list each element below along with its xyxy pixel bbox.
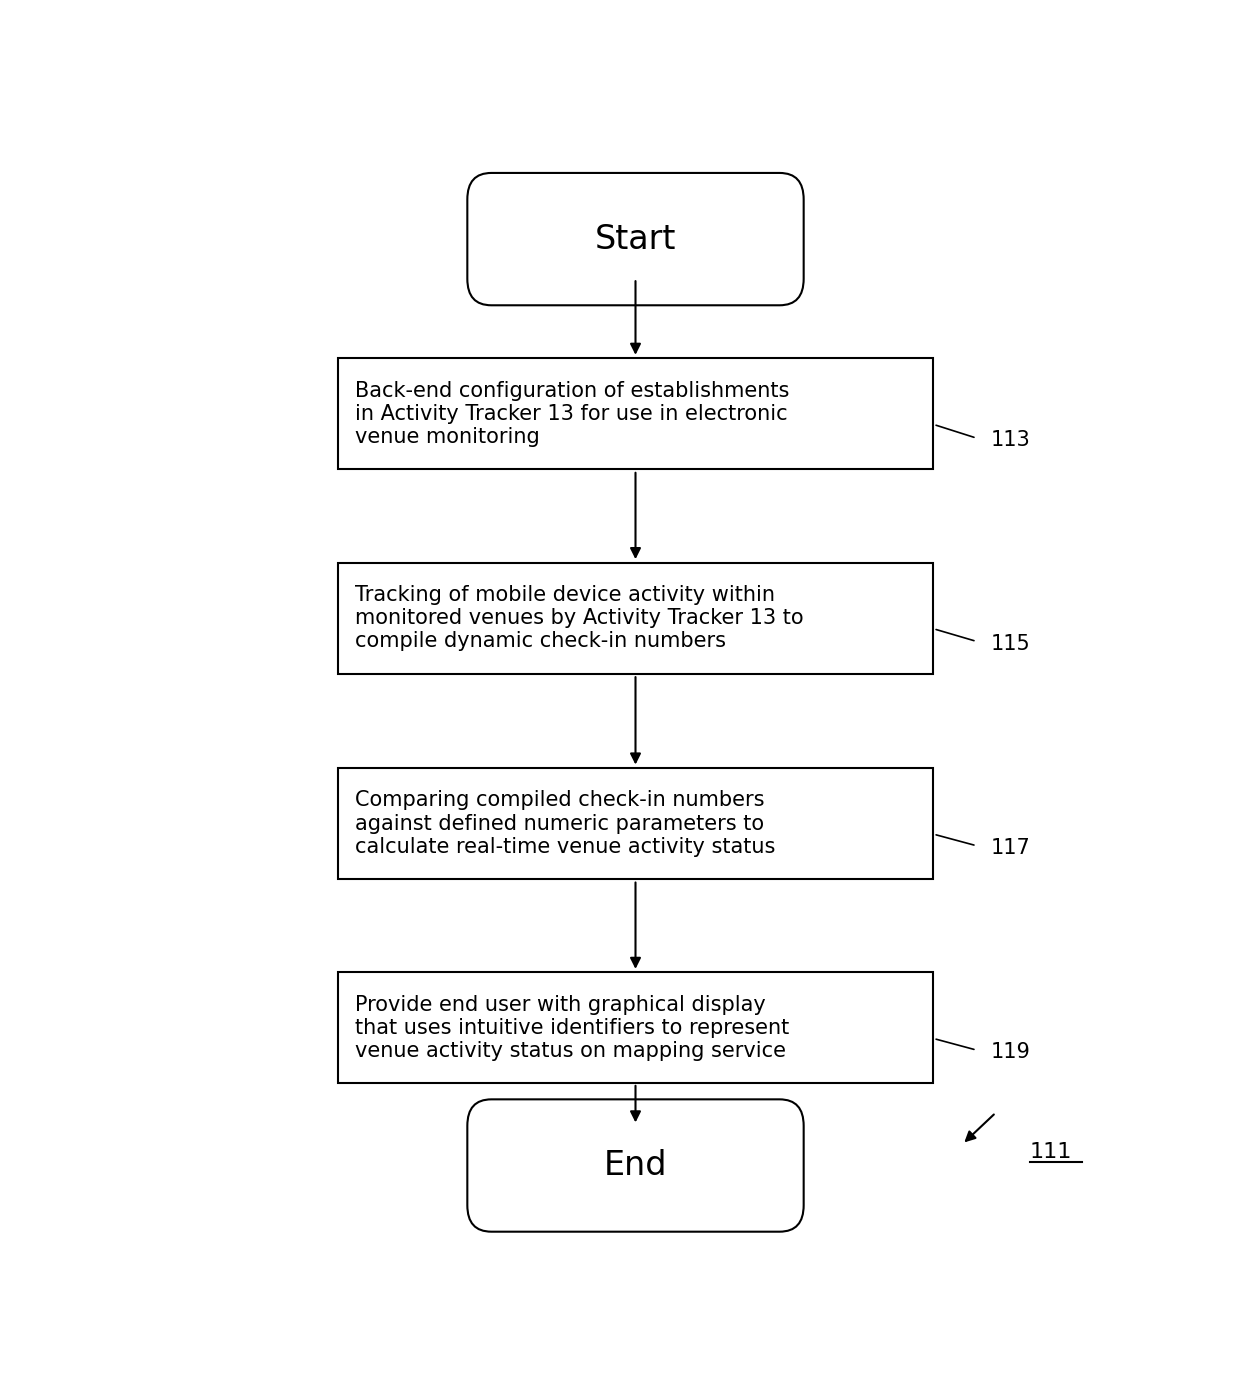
Text: 113: 113 [991, 430, 1030, 450]
FancyBboxPatch shape [337, 769, 934, 879]
FancyBboxPatch shape [467, 1100, 804, 1232]
FancyBboxPatch shape [467, 173, 804, 305]
Text: Back-end configuration of establishments
in Activity Tracker 13 for use in elect: Back-end configuration of establishments… [355, 381, 790, 447]
Text: Tracking of mobile device activity within
monitored venues by Activity Tracker 1: Tracking of mobile device activity withi… [355, 584, 804, 652]
Text: 117: 117 [991, 837, 1030, 858]
FancyBboxPatch shape [337, 972, 934, 1084]
Text: 111: 111 [1029, 1141, 1071, 1162]
Text: Provide end user with graphical display
that uses intuitive identifiers to repre: Provide end user with graphical display … [355, 994, 789, 1062]
Text: 119: 119 [991, 1042, 1030, 1063]
FancyBboxPatch shape [337, 359, 934, 469]
Text: Comparing compiled check-in numbers
against defined numeric parameters to
calcul: Comparing compiled check-in numbers agai… [355, 791, 775, 857]
Text: Start: Start [595, 223, 676, 256]
Text: 115: 115 [991, 634, 1030, 653]
Text: End: End [604, 1150, 667, 1182]
FancyBboxPatch shape [337, 562, 934, 674]
